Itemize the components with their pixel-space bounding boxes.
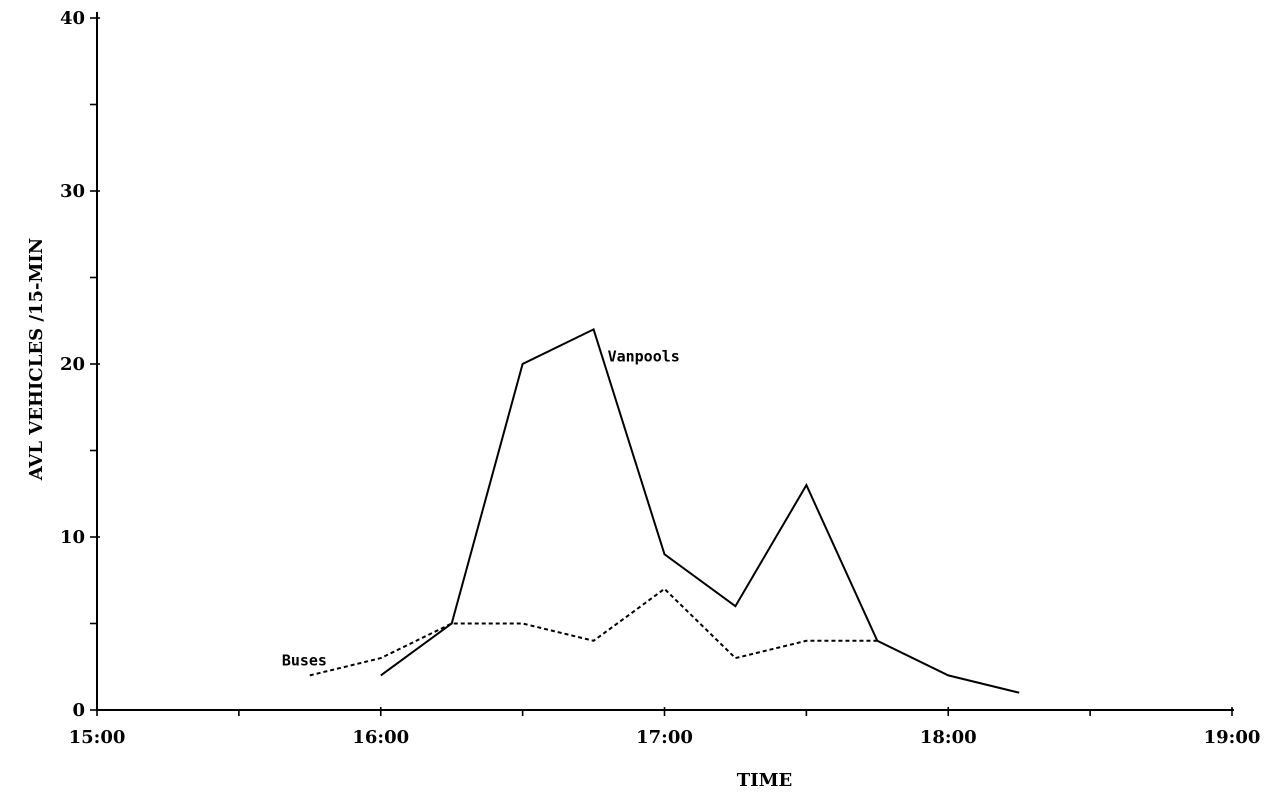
- x-tick-label: 18:00: [920, 727, 977, 748]
- series-label-vanpools: Vanpools: [608, 347, 680, 365]
- x-axis-title: TIME: [737, 770, 792, 791]
- series-layer: [309, 327, 1020, 694]
- x-tick-label: 19:00: [1204, 727, 1261, 748]
- series-line-vanpools: [380, 327, 1020, 694]
- series-line-buses: [309, 587, 878, 677]
- series-label-buses: Buses: [282, 651, 327, 669]
- x-tick-label: 16:00: [352, 727, 409, 748]
- y-tick-label: 40: [60, 8, 85, 29]
- y-tick-label: 20: [60, 354, 85, 375]
- y-tick-label: 30: [60, 181, 85, 202]
- axis-ticks: [90, 17, 1233, 716]
- x-tick-label: 15:00: [69, 727, 126, 748]
- x-tick-label: 17:00: [636, 727, 693, 748]
- y-tick-label: 10: [60, 527, 85, 548]
- axis-tick-labels: 0 10 20 30 40 15:00 16:00 17:00 18:00 19:00: [60, 8, 1260, 748]
- y-axis-title: AVL VEHICLES /15-MIN: [26, 238, 47, 482]
- y-tick-label: 0: [72, 700, 85, 721]
